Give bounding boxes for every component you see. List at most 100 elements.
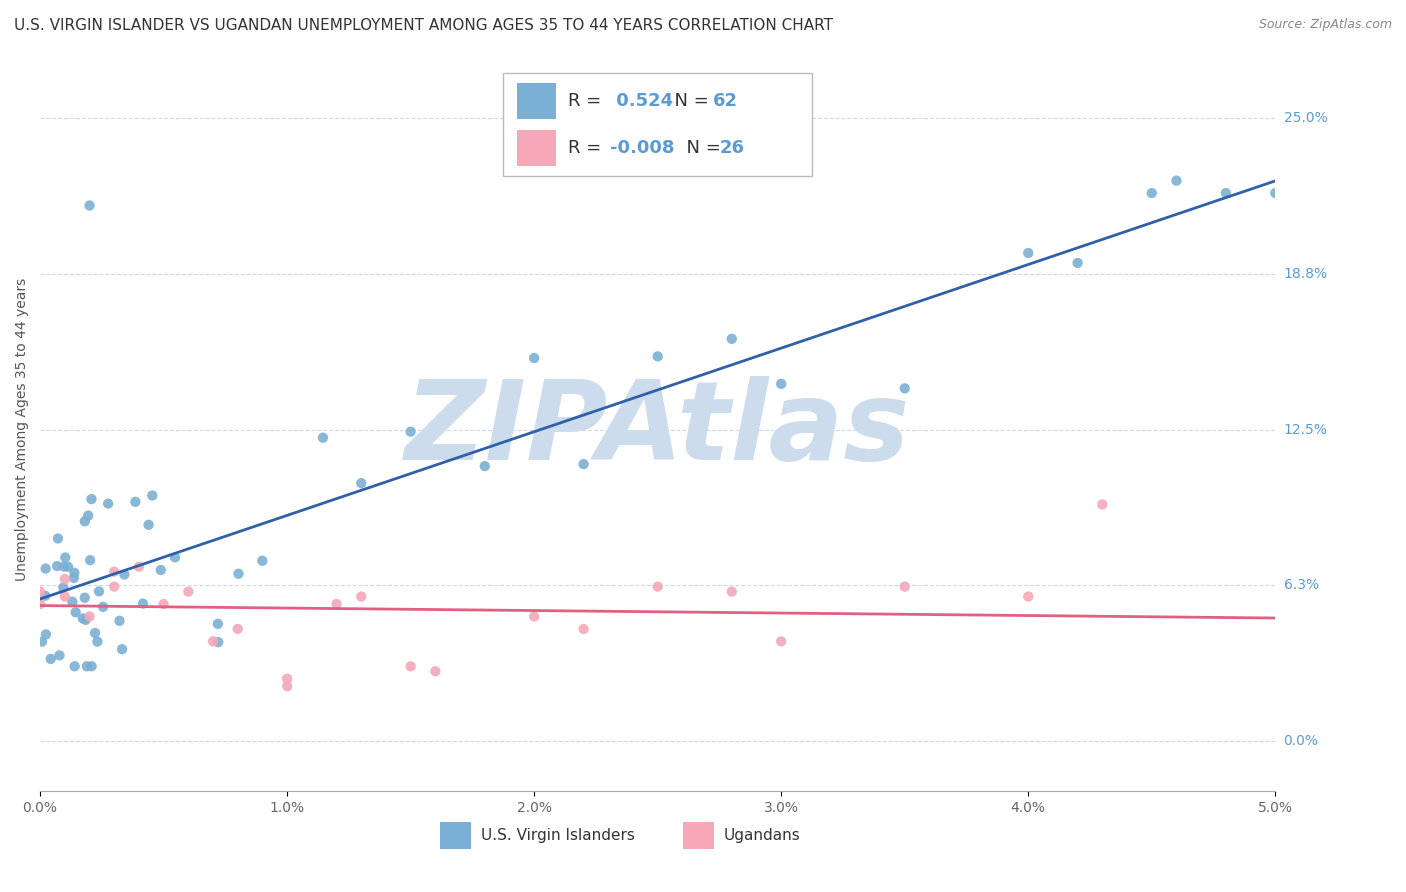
Point xyxy=(79,553,101,567)
Point xyxy=(80,659,103,673)
Y-axis label: Unemployment Among Ages 35 to 44 years: Unemployment Among Ages 35 to 44 years xyxy=(15,278,30,582)
Point xyxy=(91,599,114,614)
Point xyxy=(53,559,76,574)
Point xyxy=(46,559,69,574)
Point xyxy=(87,584,110,599)
Point xyxy=(48,648,70,663)
Point xyxy=(56,559,79,574)
Text: U.S. Virgin Islanders: U.S. Virgin Islanders xyxy=(481,828,634,843)
Point xyxy=(30,597,52,611)
Point xyxy=(97,497,120,511)
Point xyxy=(207,635,229,649)
Text: 0.0%: 0.0% xyxy=(1284,734,1319,748)
Point xyxy=(80,492,103,507)
Point xyxy=(312,431,335,445)
Point xyxy=(53,550,76,565)
Point xyxy=(103,565,125,579)
Text: R =: R = xyxy=(568,139,607,157)
Point xyxy=(141,488,163,502)
Point xyxy=(63,659,86,673)
Point xyxy=(72,611,94,625)
Point xyxy=(52,581,75,595)
Point xyxy=(30,584,52,599)
Point xyxy=(149,563,172,577)
Point xyxy=(1017,590,1039,604)
Point xyxy=(207,616,229,631)
Point xyxy=(399,659,422,673)
Text: Source: ZipAtlas.com: Source: ZipAtlas.com xyxy=(1258,18,1392,31)
Point xyxy=(60,595,83,609)
Point xyxy=(124,495,146,509)
Text: R =: R = xyxy=(568,92,607,110)
Text: 18.8%: 18.8% xyxy=(1284,267,1327,281)
Point xyxy=(523,609,546,624)
Point xyxy=(103,580,125,594)
Point xyxy=(163,550,186,565)
Point xyxy=(76,659,98,673)
Point xyxy=(177,584,200,599)
Point xyxy=(31,634,53,648)
Point xyxy=(63,571,86,585)
Point xyxy=(79,609,101,624)
Point xyxy=(474,459,496,474)
Point xyxy=(893,381,915,395)
Point xyxy=(35,627,58,641)
Point xyxy=(1140,186,1163,200)
Text: 25.0%: 25.0% xyxy=(1284,112,1327,126)
Point xyxy=(53,572,76,586)
Point xyxy=(84,626,107,640)
Point xyxy=(202,634,225,648)
Text: N =: N = xyxy=(664,92,714,110)
Point xyxy=(39,652,62,666)
Point xyxy=(276,672,298,686)
Point xyxy=(893,580,915,594)
Point xyxy=(276,679,298,693)
Point xyxy=(46,532,69,546)
Point xyxy=(572,457,595,471)
Point xyxy=(647,350,669,364)
Point xyxy=(252,554,274,568)
Point xyxy=(75,613,97,627)
Point xyxy=(108,614,131,628)
Point xyxy=(572,622,595,636)
Point xyxy=(79,198,101,212)
Point xyxy=(112,567,135,582)
Point xyxy=(73,591,96,605)
Point xyxy=(1091,497,1114,511)
Point xyxy=(425,665,447,679)
Text: N =: N = xyxy=(675,139,725,157)
Point xyxy=(63,566,86,580)
Text: Ugandans: Ugandans xyxy=(724,828,800,843)
Text: 12.5%: 12.5% xyxy=(1284,423,1327,437)
Point xyxy=(86,634,108,648)
Point xyxy=(73,514,96,528)
Point xyxy=(77,508,100,523)
Point xyxy=(720,332,742,346)
Point xyxy=(1215,186,1237,200)
Point xyxy=(1264,186,1286,200)
Point xyxy=(53,590,76,604)
Point xyxy=(65,605,87,619)
Point xyxy=(34,561,56,575)
Point xyxy=(34,589,56,603)
Point xyxy=(228,566,250,581)
Point xyxy=(111,642,134,657)
Point xyxy=(1017,246,1039,260)
Point xyxy=(350,476,373,491)
Point xyxy=(226,622,249,636)
Point xyxy=(770,634,793,648)
Point xyxy=(152,597,174,611)
Point xyxy=(128,559,150,574)
Text: 26: 26 xyxy=(720,139,745,157)
Point xyxy=(138,517,160,532)
Point xyxy=(1166,173,1188,187)
Point xyxy=(523,351,546,365)
Text: -0.008: -0.008 xyxy=(610,139,675,157)
Point xyxy=(350,590,373,604)
Point xyxy=(720,584,742,599)
Text: U.S. VIRGIN ISLANDER VS UGANDAN UNEMPLOYMENT AMONG AGES 35 TO 44 YEARS CORRELATI: U.S. VIRGIN ISLANDER VS UGANDAN UNEMPLOY… xyxy=(14,18,834,33)
Text: 6.3%: 6.3% xyxy=(1284,578,1319,592)
Text: 62: 62 xyxy=(713,92,738,110)
Point xyxy=(647,580,669,594)
Point xyxy=(770,376,793,391)
